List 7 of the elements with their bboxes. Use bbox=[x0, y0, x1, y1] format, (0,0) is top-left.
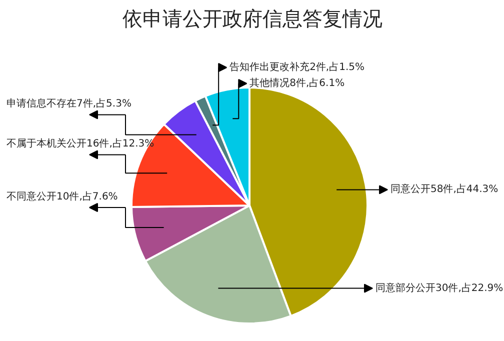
slice-label: 申请信息不存在7件,占5.3% bbox=[6, 98, 132, 110]
slice-label: 同意部分公开30件,占22.9% bbox=[376, 282, 504, 294]
slice-label: 不同意公开10件,占7.6% bbox=[6, 190, 118, 203]
slice-label: 同意公开58件,占44.3% bbox=[390, 183, 498, 196]
slice-label: 告知作出更改补充2件,占1.5% bbox=[230, 61, 365, 73]
slice-label: 其他情况8件,占6.1% bbox=[250, 77, 345, 89]
chart-title: 依申请公开政府信息答复情况 bbox=[122, 6, 382, 30]
